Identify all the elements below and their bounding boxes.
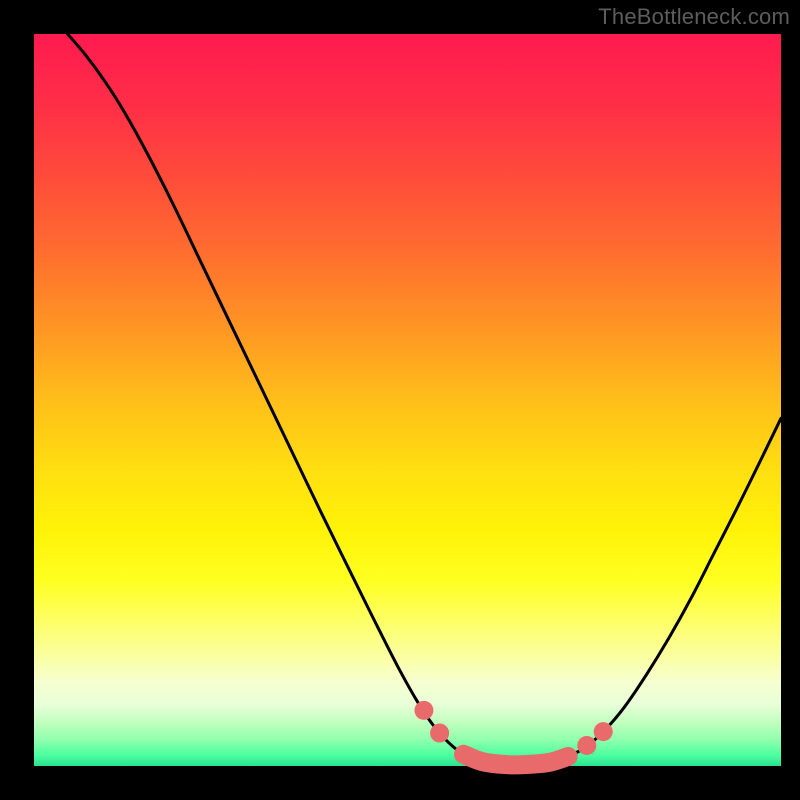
watermark-text: TheBottleneck.com (598, 4, 790, 30)
highlight-flat-segment (464, 754, 569, 765)
bottleneck-curve-chart (0, 0, 800, 800)
gradient-background (34, 34, 781, 766)
highlight-dot (414, 701, 433, 720)
highlight-dot (594, 722, 613, 741)
highlight-dot (577, 736, 596, 755)
highlight-dot (430, 724, 449, 743)
chart-stage: TheBottleneck.com (0, 0, 800, 800)
